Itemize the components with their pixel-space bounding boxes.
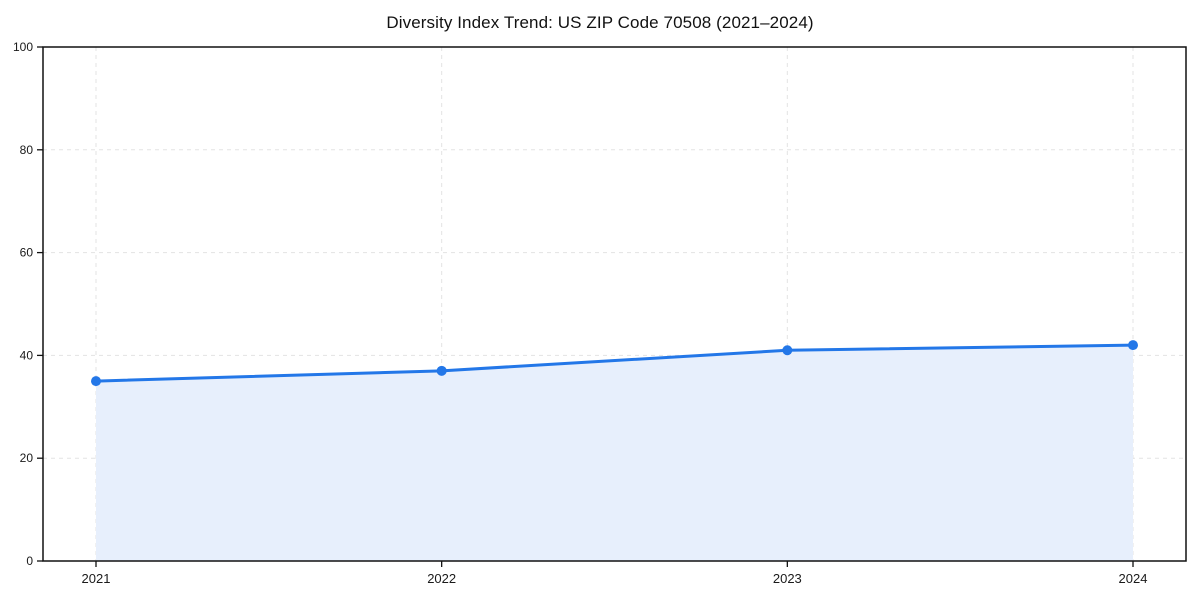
y-tick-label: 80 (20, 143, 34, 157)
data-point-marker (436, 365, 447, 376)
data-point-marker (91, 376, 101, 387)
x-tick-label: 2022 (427, 571, 456, 586)
x-tick-label: 2023 (773, 571, 802, 586)
data-point-marker (1128, 340, 1138, 351)
plot-frame (42, 46, 1187, 562)
y-tick-label: 20 (20, 451, 34, 465)
x-tick-label: 2021 (82, 571, 111, 586)
y-tick-label: 100 (13, 40, 33, 54)
y-tick-label: 60 (20, 246, 34, 260)
chart-title: Diversity Index Trend: US ZIP Code 70508… (386, 13, 814, 32)
data-point-marker (782, 345, 793, 356)
x-tick-label: 2024 (1119, 571, 1148, 586)
trend-line (94, 343, 1135, 383)
y-tick-label: 0 (26, 554, 33, 568)
y-tick-label: 40 (20, 348, 34, 362)
area-fill (96, 345, 1133, 561)
